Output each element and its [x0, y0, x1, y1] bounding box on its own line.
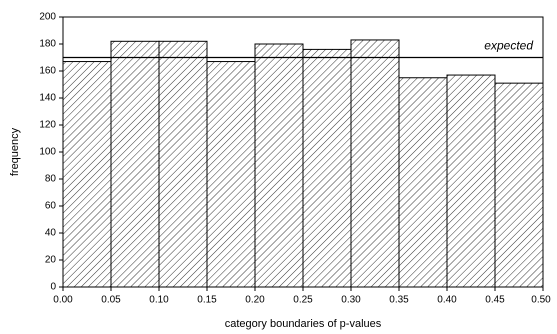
bar [110, 40, 160, 288]
y-tick-label: 60 [45, 201, 57, 212]
x-tick-label: 0.30 [341, 295, 361, 306]
bar [446, 74, 496, 288]
y-tick-label: 140 [39, 93, 56, 104]
x-tick-label: 0.15 [197, 295, 217, 306]
y-tick-label: 120 [39, 120, 56, 131]
y-tick-label: 20 [45, 255, 57, 266]
bar [62, 61, 112, 288]
x-axis-label: category boundaries of p-values [225, 318, 382, 330]
x-tick-label: 0.35 [389, 295, 409, 306]
x-tick-label: 0.10 [149, 295, 169, 306]
bar [158, 40, 208, 288]
bar [206, 61, 256, 288]
bar [302, 48, 352, 288]
x-tick-label: 0.50 [531, 295, 551, 306]
bar [254, 43, 304, 288]
bar [398, 77, 448, 288]
x-tick-label: 0.45 [485, 295, 505, 306]
y-tick-label: 100 [39, 147, 56, 158]
bar [494, 82, 544, 288]
y-axis-label: frequency [9, 127, 21, 176]
x-tick-label: 0.40 [437, 295, 457, 306]
bar [350, 39, 400, 288]
annotation: expected [484, 39, 533, 53]
x-tick-label: 0.25 [293, 295, 313, 306]
y-tick-label: 180 [39, 39, 56, 50]
y-tick-label: 0 [50, 282, 56, 293]
y-tick-label: 80 [45, 174, 57, 185]
x-tick-label: 0.20 [245, 295, 265, 306]
x-tick-label: 0.05 [101, 295, 121, 306]
x-tick-label: 0.00 [53, 295, 73, 306]
y-tick-label: 160 [39, 66, 56, 77]
y-tick-label: 40 [45, 228, 57, 239]
y-tick-label: 200 [39, 12, 56, 23]
